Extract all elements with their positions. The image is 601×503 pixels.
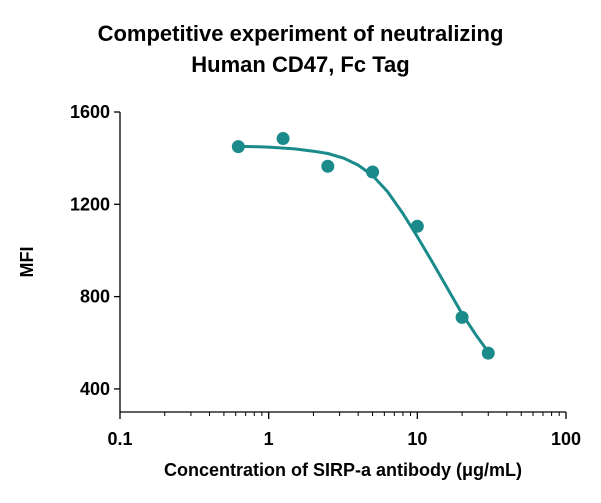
x-tick-label: 10 (407, 429, 427, 449)
x-axis-label: Concentration of SIRP-a antibody (μg/mL) (164, 460, 522, 480)
y-tick-label: 1600 (70, 102, 110, 122)
fit-curve (236, 144, 490, 354)
y-tick-label: 400 (80, 379, 110, 399)
chart-title: Competitive experiment of neutralizing H… (97, 21, 504, 77)
y-tick-label: 1200 (70, 194, 110, 214)
x-tick-label: 100 (551, 429, 581, 449)
data-point (455, 310, 469, 324)
data-point (276, 132, 290, 146)
x-tick-label: 1 (264, 429, 274, 449)
data-point (481, 346, 495, 360)
x-tick-label: 0.1 (107, 429, 132, 449)
data-point (366, 165, 380, 179)
data-point (410, 219, 424, 233)
y-axis-label: MFI (17, 247, 37, 278)
y-tick-label: 800 (80, 287, 110, 307)
data-point (231, 140, 245, 154)
data-point (321, 159, 335, 173)
